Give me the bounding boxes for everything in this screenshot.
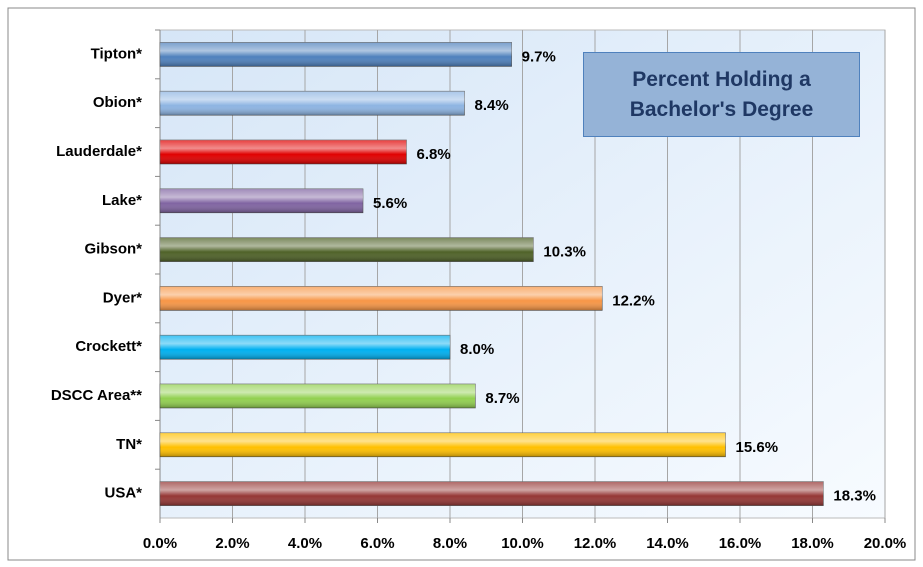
x-tick-label: 16.0% — [719, 535, 762, 552]
y-tick-label: Gibson* — [84, 241, 142, 258]
bar-shine — [160, 432, 726, 457]
x-tick-label: 8.0% — [433, 535, 467, 552]
bar-shine — [160, 42, 512, 67]
y-tick-label: Obion* — [93, 94, 142, 111]
bar-shine — [160, 384, 476, 408]
y-tick-label: Dyer* — [103, 289, 142, 306]
x-tick-label: 2.0% — [215, 535, 249, 552]
x-tick-label: 20.0% — [864, 535, 907, 552]
value-label: 15.6% — [736, 439, 779, 456]
value-label: 5.6% — [373, 195, 407, 212]
x-tick-label: 12.0% — [574, 535, 617, 552]
x-tick-label: 6.0% — [360, 535, 394, 552]
y-tick-label: USA* — [104, 485, 142, 502]
bar-shine — [160, 140, 407, 164]
y-tick-label: Tipton* — [91, 45, 143, 62]
bar-shine — [160, 237, 534, 262]
x-tick-label: 0.0% — [143, 535, 177, 552]
y-tick-label: Lauderdale* — [56, 143, 142, 160]
bar-shine — [160, 335, 450, 360]
value-label: 12.2% — [612, 292, 655, 309]
value-label: 8.7% — [485, 390, 519, 407]
value-label: 8.0% — [460, 341, 494, 358]
y-tick-label: Crockett* — [75, 338, 142, 355]
bar-shine — [160, 481, 824, 506]
value-label: 9.7% — [522, 48, 556, 65]
y-tick-label: DSCC Area** — [51, 387, 142, 404]
bar-shine — [160, 188, 363, 213]
x-tick-label: 14.0% — [646, 535, 689, 552]
value-label: 6.8% — [417, 146, 451, 163]
value-label: 10.3% — [543, 244, 586, 261]
chart-title: Percent Holding a Bachelor's Degree — [583, 52, 860, 137]
value-label: 8.4% — [475, 97, 509, 114]
x-tick-label: 10.0% — [501, 535, 544, 552]
x-tick-label: 4.0% — [288, 535, 322, 552]
value-label: 18.3% — [833, 488, 876, 505]
y-tick-label: Lake* — [102, 192, 142, 209]
y-tick-label: TN* — [116, 436, 142, 453]
bar-shine — [160, 91, 465, 116]
x-tick-label: 18.0% — [791, 535, 834, 552]
bar-shine — [160, 286, 603, 311]
